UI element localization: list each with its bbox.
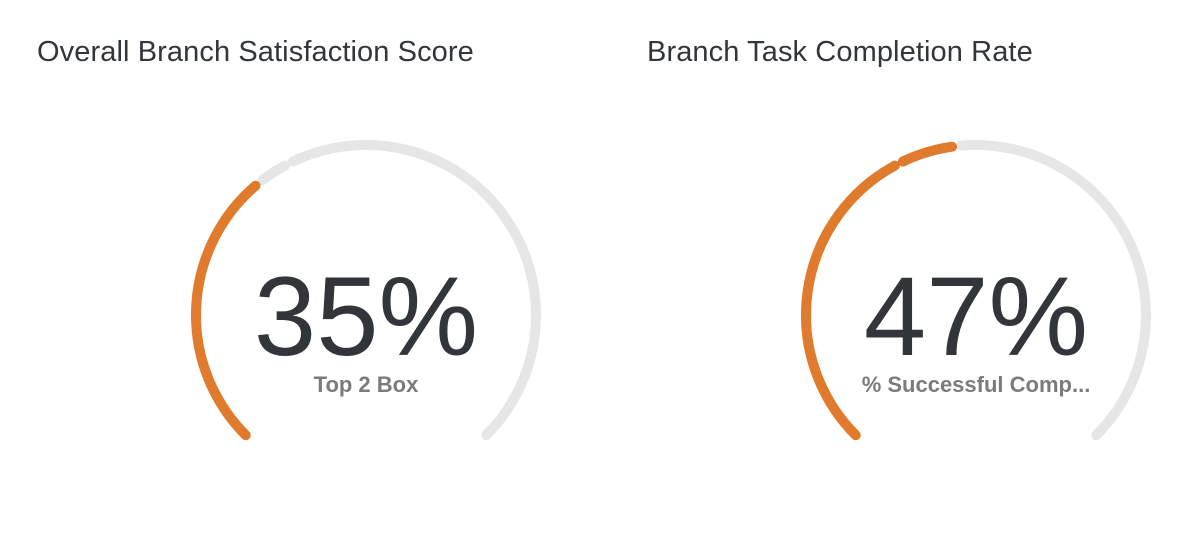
widget-title: Overall Branch Satisfaction Score [37,36,474,68]
gauge-metric-label: % Successful Comp... [862,372,1091,397]
completion-widget: Branch Task Completion Rate 47%% Success… [610,0,1200,556]
satisfaction-gauge: 35%Top 2 Box [191,139,541,441]
completion-gauge: 47%% Successful Comp... [801,140,1151,441]
gauge-value-text: 47% [864,254,1088,379]
gauge-value-text: 35% [254,254,478,379]
gauge-track-remaining [257,160,290,186]
gauge-metric-label: Top 2 Box [314,372,419,397]
gauge-value-arc [191,180,261,441]
gauge-track-remaining [955,140,1151,441]
satisfaction-widget: Overall Branch Satisfaction Score 35% Top… [37,36,541,441]
gauge-value-arc-after-marker [897,141,958,167]
widget-title: Branch Task Completion Rate [647,36,1033,68]
gauge-track-after-marker [287,139,541,441]
gauge-value-arc [801,160,900,441]
